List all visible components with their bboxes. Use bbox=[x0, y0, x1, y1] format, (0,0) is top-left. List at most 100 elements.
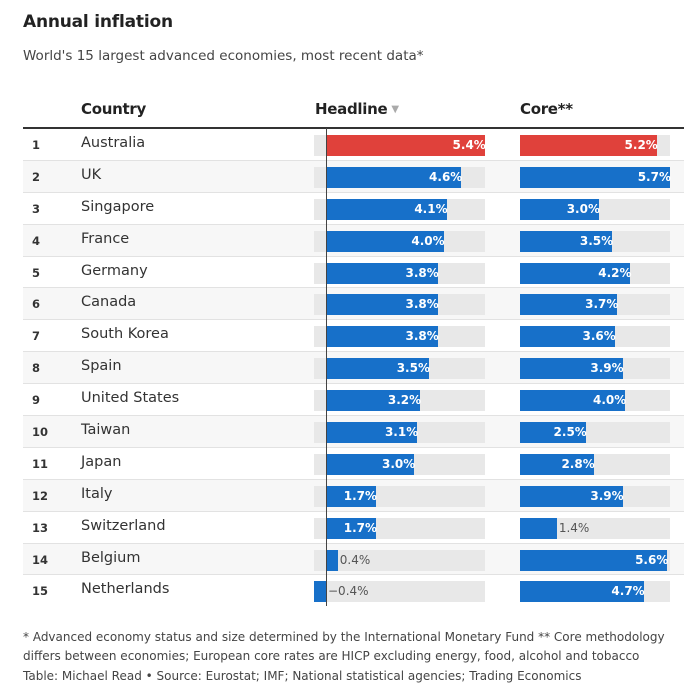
core-value-label: 2.5% bbox=[553, 425, 587, 440]
core-bar bbox=[520, 326, 615, 348]
core-value-label: 1.4% bbox=[558, 520, 590, 535]
row-country: Australia bbox=[81, 135, 146, 151]
headline-bar-track: 0.4% bbox=[314, 549, 485, 571]
chart-title: Annual inflation bbox=[23, 12, 173, 32]
table-row: 10 Taiwan 3.1% 2.5% bbox=[23, 416, 684, 448]
headline-value-label: 3.2% bbox=[387, 393, 422, 408]
headline-value-label: 5.4% bbox=[452, 138, 486, 152]
column-header-core[interactable]: Core** bbox=[520, 100, 573, 118]
headline-bar bbox=[326, 453, 415, 475]
headline-bar-track: 3.2% bbox=[314, 390, 485, 412]
core-bar bbox=[520, 358, 623, 380]
headline-bar-track: 3.0% bbox=[314, 453, 485, 475]
table-row: 5 Germany 3.8% 4.2% bbox=[23, 257, 684, 289]
row-rank: 7 bbox=[32, 329, 41, 344]
core-bar bbox=[520, 453, 594, 475]
core-bar-track: 3.0% bbox=[520, 198, 670, 220]
core-bar bbox=[520, 581, 644, 603]
headline-zero-line bbox=[326, 128, 328, 606]
chart-subtitle: World's 15 largest advanced economies, m… bbox=[23, 48, 424, 64]
row-country: France bbox=[81, 230, 130, 247]
core-bar bbox=[520, 422, 586, 444]
table-row: 1 Australia 5.4% 5.2% bbox=[23, 129, 684, 161]
headline-bar bbox=[326, 294, 438, 316]
headline-bar bbox=[326, 230, 444, 252]
headline-value-label: 4.1% bbox=[414, 201, 448, 216]
headline-value-label: 4.0% bbox=[411, 233, 445, 248]
core-value-label: 3.5% bbox=[579, 233, 614, 248]
core-bar bbox=[520, 230, 613, 252]
headline-bar bbox=[326, 485, 376, 507]
core-value-label: 5.6% bbox=[635, 552, 669, 567]
row-rank: 10 bbox=[32, 425, 49, 440]
row-country: Spain bbox=[81, 358, 122, 375]
core-bar-track: 4.7% bbox=[520, 581, 670, 603]
table-row: 3 Singapore 4.1% 3.0% bbox=[23, 193, 684, 225]
headline-bar-track: 1.7% bbox=[314, 517, 485, 539]
row-rank: 13 bbox=[32, 520, 49, 535]
table-row: 8 Spain 3.5% 3.9% bbox=[23, 352, 684, 385]
headline-bar-track: 3.1% bbox=[314, 422, 485, 444]
table-row: 6 Canada 3.8% 3.7% bbox=[23, 288, 684, 321]
column-header-headline[interactable]: Headline ▼ bbox=[315, 100, 399, 118]
row-rank: 5 bbox=[32, 265, 41, 280]
source-credit: Table: Michael Read • Source: Eurostat; … bbox=[23, 669, 582, 683]
core-bar-track: 1.4% bbox=[520, 517, 670, 539]
table-row: 4 France 4.0% 3.5% bbox=[23, 224, 684, 257]
table-row: 11 Japan 3.0% 2.8% bbox=[23, 448, 684, 480]
core-value-label: 3.6% bbox=[582, 329, 616, 344]
core-value-label: 5.2% bbox=[624, 138, 658, 152]
core-value-label: 5.7% bbox=[637, 169, 671, 184]
headline-bar-track: −0.4% bbox=[314, 581, 485, 603]
headline-bar bbox=[314, 581, 326, 603]
table-row: 13 Switzerland 1.7% 1.4% bbox=[23, 512, 684, 544]
headline-value-label: 3.1% bbox=[384, 425, 419, 440]
row-country: Netherlands bbox=[81, 581, 170, 598]
core-bar bbox=[520, 549, 668, 571]
row-country: Japan bbox=[81, 453, 122, 470]
core-value-label: 4.7% bbox=[611, 584, 645, 599]
table-row: 9 United States 3.2% 4.0% bbox=[23, 384, 684, 417]
table-body: 1 Australia 5.4% 5.2% 2 UK 4.6% 5.7% 3 Singapore 4… bbox=[23, 129, 684, 607]
table-row: 15 Netherlands −0.4% 4.7% bbox=[23, 575, 684, 607]
headline-value-label: 3.8% bbox=[405, 265, 439, 280]
row-country: Taiwan bbox=[81, 422, 131, 439]
footnotes: * Advanced economy status and size deter… bbox=[23, 630, 665, 663]
headline-bar-track: 3.5% bbox=[314, 358, 485, 380]
row-country: Canada bbox=[81, 294, 137, 311]
core-bar-track: 4.0% bbox=[520, 390, 670, 412]
headline-bar bbox=[326, 198, 447, 220]
row-rank: 3 bbox=[32, 201, 41, 216]
core-bar bbox=[520, 485, 623, 507]
row-rank: 2 bbox=[32, 169, 41, 184]
core-bar-track: 5.6% bbox=[520, 549, 670, 571]
core-value-label: 2.8% bbox=[561, 456, 595, 471]
core-bar bbox=[520, 135, 657, 156]
column-header-country[interactable]: Country bbox=[81, 100, 146, 118]
core-value-label: 3.7% bbox=[585, 297, 619, 312]
headline-bar bbox=[326, 135, 485, 156]
row-rank: 11 bbox=[32, 456, 49, 471]
headline-bar-track: 5.4% bbox=[314, 135, 486, 156]
headline-bar bbox=[326, 326, 438, 348]
row-country: Singapore bbox=[81, 198, 155, 215]
row-country: Germany bbox=[81, 262, 148, 279]
row-rank: 15 bbox=[32, 584, 49, 599]
headline-value-label: 0.4% bbox=[339, 552, 371, 567]
headline-value-label: 3.0% bbox=[382, 456, 416, 471]
core-bar bbox=[520, 166, 670, 188]
row-country: South Korea bbox=[81, 326, 169, 343]
core-bar bbox=[520, 517, 557, 539]
core-bar-track: 2.8% bbox=[520, 453, 670, 475]
headline-bar bbox=[326, 358, 429, 380]
headline-bar-track: 3.8% bbox=[314, 326, 485, 348]
inflation-table: Country Headline ▼ Core** 1 Australia 5.4% 5… bbox=[23, 96, 684, 607]
headline-bar bbox=[326, 262, 438, 284]
headline-value-label: 1.7% bbox=[343, 488, 378, 503]
row-country: Belgium bbox=[81, 549, 141, 566]
table-row: 12 Italy 1.7% 3.9% bbox=[23, 479, 684, 512]
table-row: 2 UK 4.6% 5.7% bbox=[23, 160, 684, 193]
headline-bar-track: 1.7% bbox=[314, 485, 485, 507]
headline-bar-track: 4.6% bbox=[314, 166, 485, 188]
row-rank: 1 bbox=[32, 138, 41, 152]
